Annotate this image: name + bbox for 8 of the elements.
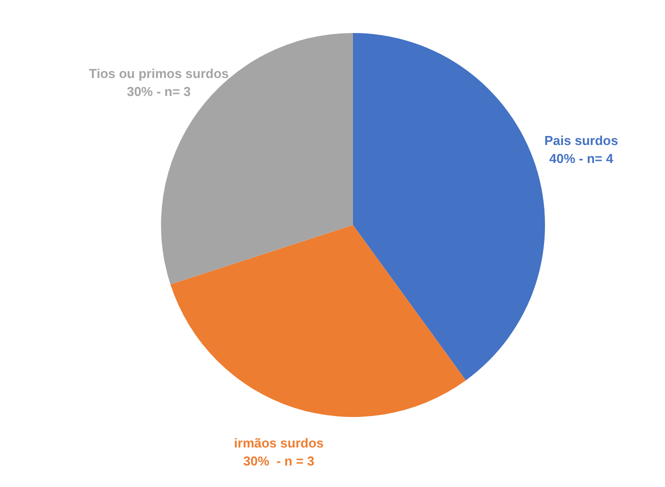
slice-label: Tios ou primos surdos xyxy=(88,66,229,81)
data-label: 30% - n = 3 xyxy=(243,453,314,468)
slice-label: irmãos surdos xyxy=(234,435,324,450)
data-label: 30% - n= 3 xyxy=(126,84,191,99)
pie-slice xyxy=(170,225,466,417)
slice-label: Pais surdos xyxy=(544,132,618,148)
data-label: 40% - n= 4 xyxy=(549,150,614,166)
pie-slice xyxy=(353,33,545,380)
